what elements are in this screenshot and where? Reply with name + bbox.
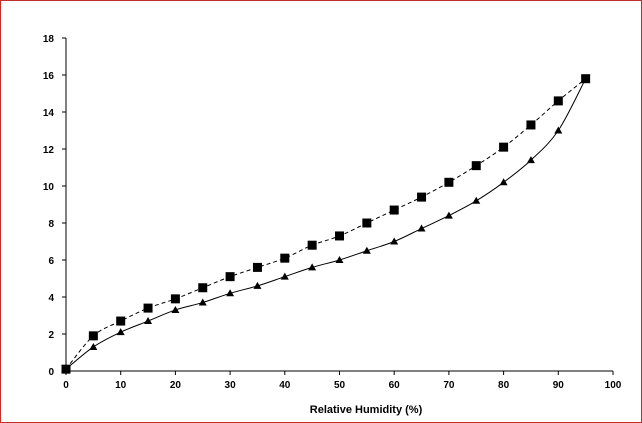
series-1-square-marker (526, 120, 536, 130)
series-2-triangle-marker (116, 328, 125, 336)
series-2-triangle-marker (390, 237, 399, 245)
series-2-triangle-marker (198, 298, 207, 306)
series-2-triangle-marker (308, 263, 317, 271)
series-1-square-marker (471, 161, 481, 171)
series-1-square-marker (252, 262, 262, 272)
series-2-triangle-marker (472, 196, 481, 204)
series-1-square-marker (198, 283, 208, 293)
series-1-square-marker (362, 218, 372, 228)
series-2-line (65, 78, 587, 370)
series-2-triangle-marker (280, 272, 289, 280)
series-2-triangle-marker (226, 289, 235, 297)
series-1-square-marker (88, 331, 98, 341)
y-tick-label: 18 (43, 34, 55, 45)
series-1-square-marker (499, 142, 509, 152)
y-tick-label: 2 (48, 330, 54, 341)
x-axis-title: Relative Humidity (%) (310, 404, 423, 416)
series-1-square-marker (280, 253, 290, 263)
x-tick-label: 60 (389, 380, 401, 391)
x-tick-label: 40 (279, 380, 291, 391)
x-tick-label: 10 (115, 380, 127, 391)
y-tick-label: 10 (43, 182, 55, 193)
y-tick-label: 6 (48, 256, 54, 267)
series-2-triangle-marker (89, 342, 98, 350)
series-2-triangle-marker (526, 156, 535, 164)
series-2-triangle-marker (144, 317, 153, 325)
series-2-triangle-marker (171, 305, 180, 313)
series-layer (61, 74, 591, 374)
series-1-line (65, 78, 586, 370)
x-tick-label: 70 (443, 380, 455, 391)
series-2-triangle-marker (253, 281, 262, 289)
series-2-triangle-marker (62, 365, 70, 373)
y-tick-label: 0 (48, 367, 54, 378)
series-1-square-marker (444, 177, 454, 187)
series-1-square-marker (307, 240, 317, 250)
series-1-square-marker (389, 205, 399, 215)
series-2-triangle-marker (499, 178, 508, 186)
y-tick-label: 16 (43, 71, 55, 82)
x-tick-label: 30 (225, 380, 237, 391)
x-tick-label: 50 (334, 380, 346, 391)
axes-layer: 0 2 4 6 8 10 12 14 16 18 0 10 20 30 40 50 60 70 80 90 100 (43, 34, 622, 391)
series-2-triangle-marker (444, 211, 453, 219)
series-2-triangle-marker (362, 246, 371, 254)
series-1-square-marker (116, 316, 126, 326)
x-tick-label: 20 (170, 380, 182, 391)
y-tick-label: 12 (43, 145, 55, 156)
y-tick-label: 8 (48, 219, 54, 230)
series-1-square-marker (143, 303, 153, 313)
x-tick-label: 80 (498, 380, 510, 391)
series-1-square-marker (170, 294, 180, 304)
y-tick-label: 4 (48, 293, 54, 304)
x-tick-label: 100 (605, 380, 622, 391)
series-2-triangle-marker (417, 224, 426, 232)
series-2-triangle-marker (581, 74, 590, 82)
x-tick-label: 90 (553, 380, 565, 391)
series-2-triangle-marker (335, 256, 344, 263)
series-1-square-marker (417, 192, 427, 202)
series-2-triangle-marker (554, 126, 563, 134)
y-tick-label: 14 (43, 108, 55, 119)
series-1-square-marker (553, 96, 563, 106)
series-1-square-marker (225, 272, 235, 282)
x-tick-label: 0 (63, 380, 69, 391)
series-1-square-marker (335, 231, 344, 241)
